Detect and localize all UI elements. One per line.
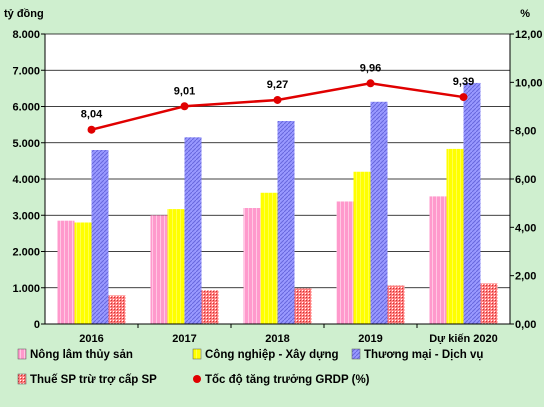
bar <box>243 208 261 324</box>
bar <box>387 285 405 324</box>
bar <box>167 209 185 324</box>
x-tick-label: 2016 <box>79 333 103 345</box>
y-left-tick-label: 1.000 <box>12 283 40 295</box>
bars <box>57 82 498 324</box>
y-right-tick-label: 4,00 <box>515 222 536 234</box>
y-right-tick-label: 2,00 <box>515 271 536 283</box>
growth-point <box>273 95 282 104</box>
growth-point <box>87 125 96 134</box>
bar <box>353 171 371 324</box>
y-right-tick-label: 8,00 <box>515 126 536 138</box>
legend-label: Thương mại - Dịch vụ <box>364 349 483 361</box>
y-left-tick-label: 4.000 <box>12 174 40 186</box>
y-right-tick-label: 10,00 <box>515 77 543 89</box>
bar <box>201 290 219 324</box>
legend-label: Tốc độ tăng trưởng GRDP (%) <box>205 374 370 386</box>
growth-data-label: 9,27 <box>267 79 288 91</box>
legend-swatch <box>351 348 361 360</box>
bar <box>57 220 75 324</box>
y-right-tick-label: 0,00 <box>515 319 536 331</box>
bar <box>446 148 464 324</box>
bar <box>336 201 354 324</box>
y-left-axis-title: tỷ đồng <box>4 8 44 20</box>
y-left-tick-label: 2.000 <box>12 247 40 259</box>
legend-swatch <box>193 375 201 383</box>
y-left-tick-label: 0 <box>34 319 40 331</box>
growth-data-label: 8,04 <box>81 109 103 121</box>
legend: Nông lâm thủy sản Công nghiệp - Xây dựng T… <box>17 348 483 386</box>
bar <box>260 192 278 324</box>
bar <box>463 82 481 324</box>
x-tick-label: 2017 <box>172 333 196 345</box>
bar <box>480 283 498 324</box>
bar <box>184 137 202 324</box>
x-tick-label: 2019 <box>358 333 382 345</box>
growth-point <box>180 102 189 111</box>
legend-swatch <box>17 348 27 360</box>
bar <box>74 222 92 324</box>
growth-data-label: 9,01 <box>174 85 195 97</box>
growth-point <box>459 93 468 102</box>
y-left-tick-label: 8.000 <box>12 29 40 41</box>
bar <box>91 150 109 324</box>
growth-point <box>366 79 375 88</box>
bar <box>294 288 312 324</box>
axes: 0 1.000 2.000 3.000 4.000 5.000 6.000 7.000 8.00… <box>12 29 542 345</box>
legend-swatch <box>192 348 202 360</box>
bar <box>429 196 447 324</box>
y-right-tick-label: 12,00 <box>515 29 543 41</box>
growth-data-label: 9,96 <box>360 62 381 74</box>
y-left-tick-label: 6.000 <box>12 102 40 114</box>
growth-line: 8,04 9,01 9,27 9,96 9,39 <box>81 62 474 134</box>
y-right-tick-label: 6,00 <box>515 174 536 186</box>
x-tick-label: 2018 <box>265 333 289 345</box>
y-right-axis-title: % <box>520 8 530 20</box>
legend-label: Nông lâm thủy sản <box>30 349 133 361</box>
bar <box>277 121 295 324</box>
y-left-tick-label: 3.000 <box>12 210 40 222</box>
legend-label: Công nghiệp - Xây dựng <box>205 349 339 361</box>
legend-swatch <box>17 373 27 385</box>
growth-data-label: 9,39 <box>453 76 474 88</box>
bar <box>370 101 388 324</box>
legend-label: Thuế SP trừ trợ cấp SP <box>30 374 157 386</box>
y-left-tick-label: 7.000 <box>12 65 40 77</box>
x-tick-label: Dự kiến 2020 <box>429 333 498 345</box>
bar <box>150 215 168 324</box>
bar <box>108 295 126 324</box>
y-left-tick-label: 5.000 <box>12 138 40 150</box>
